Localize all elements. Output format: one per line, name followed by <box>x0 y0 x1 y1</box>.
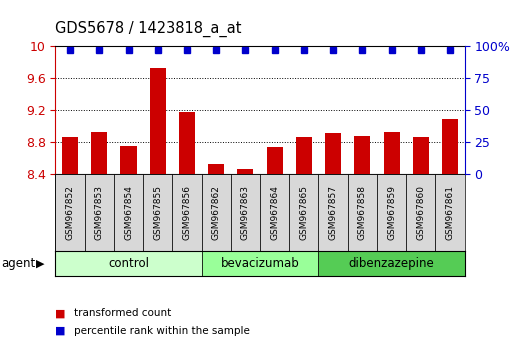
Bar <box>91 132 107 174</box>
Bar <box>114 174 143 251</box>
Bar <box>150 68 166 174</box>
Bar <box>289 174 318 251</box>
Bar <box>383 132 400 174</box>
Text: GSM967852: GSM967852 <box>65 185 74 240</box>
Bar <box>377 174 406 251</box>
Text: GSM967864: GSM967864 <box>270 185 279 240</box>
Text: GSM967854: GSM967854 <box>124 185 133 240</box>
Text: agent: agent <box>1 257 35 270</box>
Text: bevacizumab: bevacizumab <box>221 257 299 270</box>
Bar <box>55 251 202 276</box>
Bar <box>413 137 429 174</box>
Text: GSM967860: GSM967860 <box>416 185 425 240</box>
Bar <box>231 174 260 251</box>
Text: transformed count: transformed count <box>74 308 171 318</box>
Text: GSM967861: GSM967861 <box>446 185 455 240</box>
Text: control: control <box>108 257 149 270</box>
Text: GSM967863: GSM967863 <box>241 185 250 240</box>
Bar <box>202 251 318 276</box>
Bar <box>172 174 202 251</box>
Bar <box>318 251 465 276</box>
Bar <box>318 174 348 251</box>
Bar <box>55 174 84 251</box>
Bar <box>120 146 137 174</box>
Bar <box>436 174 465 251</box>
Text: GSM967859: GSM967859 <box>387 185 396 240</box>
Bar <box>260 174 289 251</box>
Text: dibenzazepine: dibenzazepine <box>348 257 435 270</box>
Text: ■: ■ <box>55 308 66 318</box>
Bar <box>208 164 224 174</box>
Text: percentile rank within the sample: percentile rank within the sample <box>74 326 250 336</box>
Text: GSM967857: GSM967857 <box>328 185 337 240</box>
Text: GSM967855: GSM967855 <box>153 185 162 240</box>
Bar <box>296 137 312 174</box>
Bar <box>84 174 114 251</box>
Bar <box>348 174 377 251</box>
Bar <box>406 174 436 251</box>
Text: GDS5678 / 1423818_a_at: GDS5678 / 1423818_a_at <box>55 21 242 37</box>
Text: GSM967856: GSM967856 <box>183 185 192 240</box>
Text: GSM967862: GSM967862 <box>212 185 221 240</box>
Bar <box>325 133 341 174</box>
Bar <box>238 169 253 174</box>
Text: GSM967865: GSM967865 <box>299 185 308 240</box>
Bar <box>354 136 370 174</box>
Text: ▶: ▶ <box>36 258 44 268</box>
Text: GSM967858: GSM967858 <box>358 185 367 240</box>
Bar <box>267 148 282 174</box>
Text: GSM967853: GSM967853 <box>95 185 104 240</box>
Bar <box>179 112 195 174</box>
Bar <box>202 174 231 251</box>
Bar <box>442 119 458 174</box>
Bar <box>143 174 172 251</box>
Bar <box>62 137 78 174</box>
Text: ■: ■ <box>55 326 66 336</box>
